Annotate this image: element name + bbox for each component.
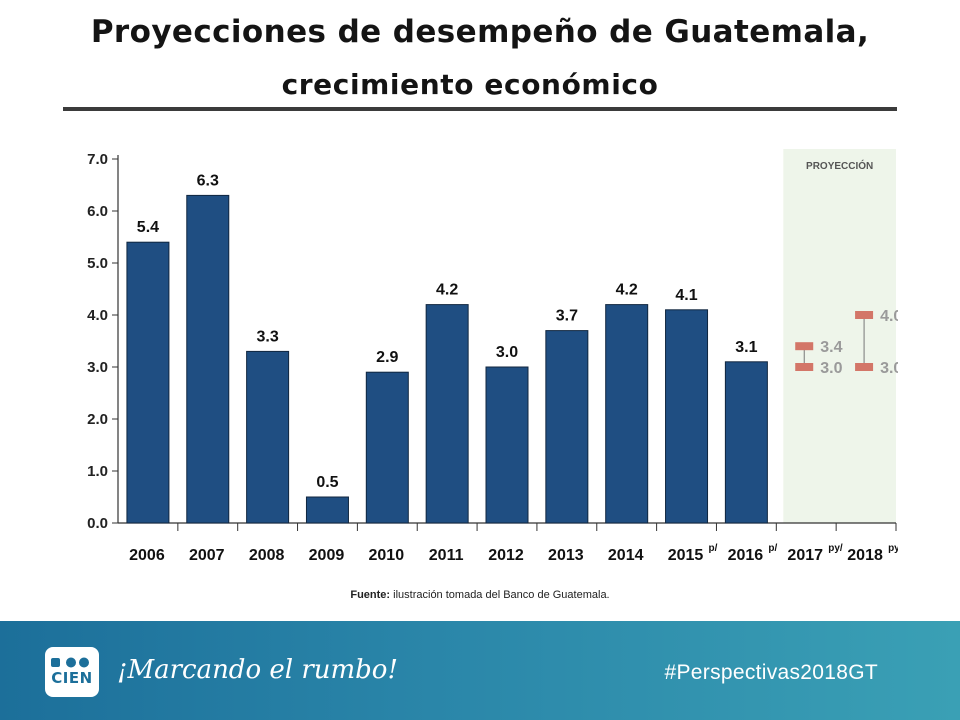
source-label: Fuente: (350, 589, 391, 601)
bar-value-label: 6.3 (197, 172, 219, 189)
x-tick-superscript: py/ (888, 543, 898, 554)
projection-low-label: 3.0 (880, 360, 898, 377)
bar-2014 (605, 304, 649, 524)
x-tick-label: 2010 (369, 547, 405, 564)
bar-2015 (665, 309, 709, 524)
y-tick-label: 0.0 (87, 515, 108, 532)
bar-2006 (126, 241, 170, 524)
growth-chart: PROYECCIÓN 0.0 1.0 2.0 3.0 4.0 5.0 6.0 7.0 2006 20… (64, 143, 903, 571)
source-text: ilustración tomada del Banco de Guatemal… (393, 589, 610, 601)
y-tick-label: 5.0 (87, 255, 108, 272)
logo-mark-icon (51, 657, 89, 668)
bar-value-label: 3.1 (735, 339, 757, 356)
x-tick-label: 2015 (668, 547, 704, 564)
bar-value-label: 3.0 (496, 344, 518, 361)
bar-value-label: 2.9 (376, 349, 398, 366)
projection-high-label: 4.0 (880, 308, 898, 325)
bar-value-label: 4.2 (616, 282, 638, 299)
bar-2013 (545, 330, 589, 524)
x-tick-label: 2016 (728, 547, 764, 564)
bar-2010 (365, 371, 409, 524)
bar-value-label: 5.4 (137, 219, 159, 236)
x-tick-label: 2017 (787, 547, 823, 564)
source-note: Fuente: ilustración tomada del Banco de … (0, 589, 960, 601)
x-tick-label: 2012 (488, 547, 524, 564)
x-tick-label: 2006 (129, 547, 165, 564)
bar-2012 (485, 366, 529, 524)
bar-2007 (186, 194, 230, 524)
x-tick-label: 2009 (309, 547, 345, 564)
projection-low-marker (855, 363, 874, 371)
cien-logo: CIEN (45, 647, 99, 697)
y-tick-label: 4.0 (87, 307, 108, 324)
bar-value-label: 3.3 (256, 328, 278, 345)
x-tick-label: 2013 (548, 547, 584, 564)
logo-text: CIEN (51, 669, 93, 687)
x-tick-superscript: p/ (709, 543, 718, 554)
y-tick-label: 3.0 (87, 359, 108, 376)
bar-2009 (305, 496, 349, 524)
projection-high-label: 3.4 (820, 339, 842, 356)
slide-title-line2: crecimiento económico (281, 68, 659, 101)
x-tick-superscript: p/ (768, 543, 777, 554)
projection-low-label: 3.0 (820, 360, 842, 377)
projection-low-marker (795, 363, 814, 371)
bar-2011 (425, 304, 469, 524)
bar-2008 (246, 350, 290, 524)
hashtag: #Perspectivas2018GT (664, 661, 878, 684)
y-tick-label: 6.0 (87, 203, 108, 220)
projection-area (783, 149, 896, 523)
x-tick-label: 2007 (189, 547, 225, 564)
x-tick-label: 2018 (847, 547, 883, 564)
slide-title-line1: Proyecciones de desempeño de Guatemala, (90, 14, 870, 50)
projection-high-marker (795, 342, 814, 351)
growth-chart-svg: PROYECCIÓN 0.0 1.0 2.0 3.0 4.0 5.0 6.0 7.0 2006 20… (64, 143, 903, 571)
x-tick-label: 2014 (608, 547, 644, 564)
y-tick-label: 1.0 (87, 463, 108, 480)
x-tick-label: 2011 (429, 547, 464, 564)
title-divider (63, 107, 897, 111)
x-tick-label: 2008 (249, 547, 285, 564)
bar-value-label: 4.1 (675, 287, 697, 304)
x-tick-superscript: py/ (828, 543, 843, 554)
projection-label: PROYECCIÓN (806, 159, 873, 172)
bar-value-label: 3.7 (556, 308, 578, 325)
slogan: ¡Marcando el rumbo! (117, 655, 398, 685)
projection-high-marker (855, 311, 874, 319)
bar-value-label: 4.2 (436, 282, 458, 299)
bar-value-label: 0.5 (316, 474, 338, 491)
y-tick-label: 7.0 (87, 151, 108, 168)
bar-2016 (724, 361, 768, 524)
y-tick-label: 2.0 (87, 411, 108, 428)
footer-banner: CIEN ¡Marcando el rumbo! #Perspectivas20… (0, 621, 960, 720)
